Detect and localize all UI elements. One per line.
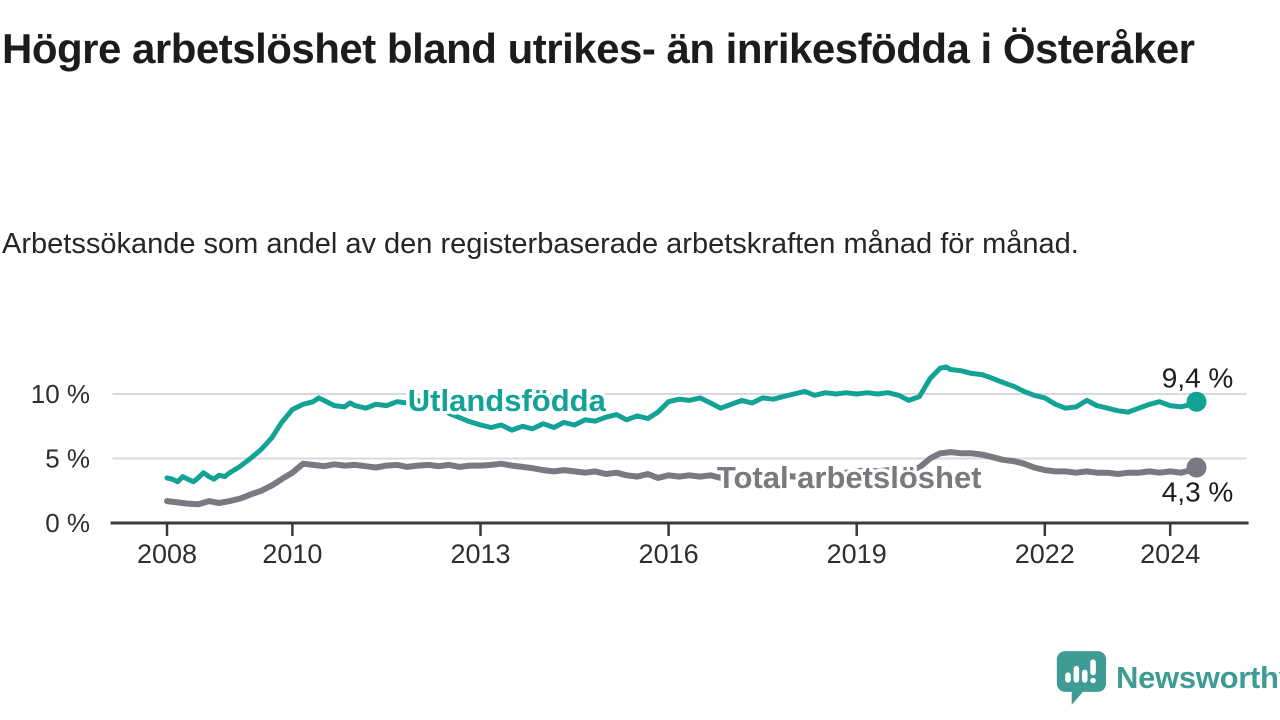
logo-bar-3 — [1081, 669, 1088, 683]
end-value-label-utlandsf-dda: 9,4 % — [1162, 363, 1234, 394]
speech-bubble-shape — [1056, 651, 1107, 705]
y-tick-label-10: 10 % — [31, 379, 90, 409]
series-line-utlandsf-dda — [164, 364, 1199, 485]
logo-bar-1 — [1065, 672, 1071, 683]
logo-exclamation-bar — [1090, 659, 1096, 676]
series-label-total-arbetsl-shet: Total arbetslöshet — [717, 460, 982, 495]
logo-exclamation-dot — [1090, 678, 1096, 684]
series-end-dot-utlandsf-dda — [1186, 391, 1207, 412]
x-tick-label-2013: 2013 — [450, 539, 510, 569]
x-tick-label-2008: 2008 — [137, 539, 197, 569]
x-tick-label-2022: 2022 — [1015, 539, 1075, 569]
series-label-utlandsf-dda: Utlandsfödda — [408, 383, 607, 418]
x-tick-label-2024: 2024 — [1140, 539, 1200, 569]
series-line-total-arbetsl-shet — [164, 449, 1200, 508]
newsworthy-logo-text: Newsworthy — [1116, 660, 1280, 695]
series-end-dot-total-arbetsl-shet — [1186, 457, 1207, 478]
newsworthy-logo-icon — [1056, 651, 1107, 705]
x-tick-label-2010: 2010 — [262, 539, 322, 569]
y-tick-label-5: 5 % — [45, 444, 90, 474]
chart-subtitle: Arbetssökande som andel av den registerb… — [2, 228, 1079, 260]
y-tick-label-0: 0 % — [45, 508, 90, 538]
page-title: Högre arbetslöshet bland utrikes- än inr… — [2, 25, 1195, 72]
end-value-label-total-arbetsl-shet: 4,3 % — [1162, 477, 1234, 508]
newsworthy-logo: Newsworthy — [1055, 649, 1280, 707]
logo-bar-2 — [1073, 665, 1080, 683]
x-tick-label-2016: 2016 — [639, 539, 699, 569]
x-tick-label-2019: 2019 — [827, 539, 887, 569]
